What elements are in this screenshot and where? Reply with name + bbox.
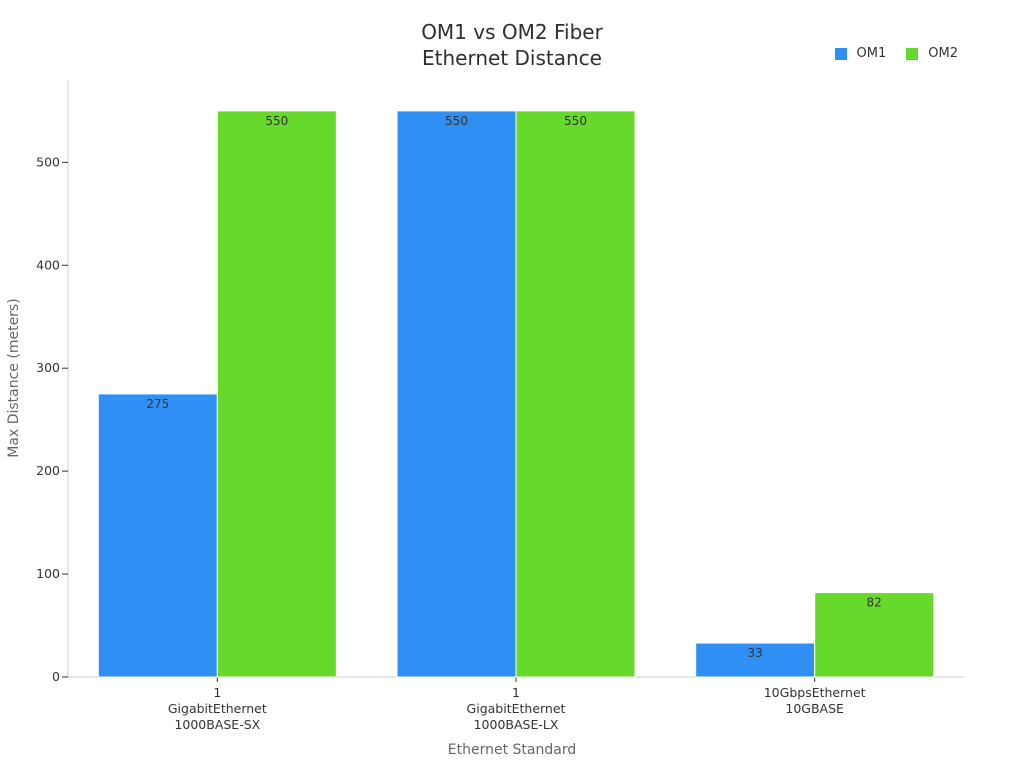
x-tick-label: 1 GigabitEthernet 1000BASE-SX xyxy=(132,685,302,733)
legend-label-om2: OM2 xyxy=(928,46,958,61)
x-axis-label: Ethernet Standard xyxy=(447,742,577,758)
legend-item-om1[interactable]: OM1 xyxy=(834,46,887,61)
bar-om1 xyxy=(396,110,517,678)
x-tick-label-line: 10GBASE xyxy=(785,701,844,716)
x-tick-label-line: GigabitEthernet xyxy=(167,701,267,716)
x-tick-label-line: 1000BASE-LX xyxy=(473,717,559,732)
chart-title-line-2: Ethernet Distance xyxy=(422,46,602,70)
chart-title-line-1: OM1 vs OM2 Fiber xyxy=(421,20,603,44)
y-tick-label: 500 xyxy=(36,154,60,169)
y-tick-label: 100 xyxy=(36,566,60,581)
data-label: 550 xyxy=(445,114,468,128)
x-tick-label-line: 1 xyxy=(213,685,222,700)
y-tick-label: 200 xyxy=(36,463,60,478)
x-tick-label-line: 1000BASE-SX xyxy=(174,717,261,732)
bar-om1 xyxy=(97,393,218,678)
data-label: 275 xyxy=(146,397,169,411)
bar-om1 xyxy=(695,642,816,678)
x-tick-label-line: 10GbpsEthernet xyxy=(763,685,866,700)
legend-item-om2[interactable]: OM2 xyxy=(906,46,958,61)
legend-swatch-om1 xyxy=(834,47,847,60)
data-label: 550 xyxy=(265,114,288,128)
y-tick-label: 400 xyxy=(36,257,60,272)
legend-swatch-om2 xyxy=(906,47,919,60)
data-label: 82 xyxy=(867,596,882,610)
bar-om2 xyxy=(515,110,636,678)
x-tick-label-line: GigabitEthernet xyxy=(466,701,566,716)
bar-om2 xyxy=(216,110,337,678)
y-axis-label: Max Distance (meters) xyxy=(6,298,22,458)
data-label: 550 xyxy=(564,114,587,128)
legend-label-om1: OM1 xyxy=(856,46,887,61)
legend: OM1 OM2 xyxy=(834,46,958,61)
x-tick-label: 10GbpsEthernet 10GBASE xyxy=(730,685,900,717)
y-tick-label: 0 xyxy=(52,669,60,684)
data-label: 33 xyxy=(748,646,763,660)
y-tick-label: 300 xyxy=(36,360,60,375)
x-tick-label: 1 GigabitEthernet 1000BASE-LX xyxy=(431,685,601,733)
x-tick-label-line: 1 xyxy=(512,685,520,700)
bar-om2 xyxy=(814,592,935,678)
